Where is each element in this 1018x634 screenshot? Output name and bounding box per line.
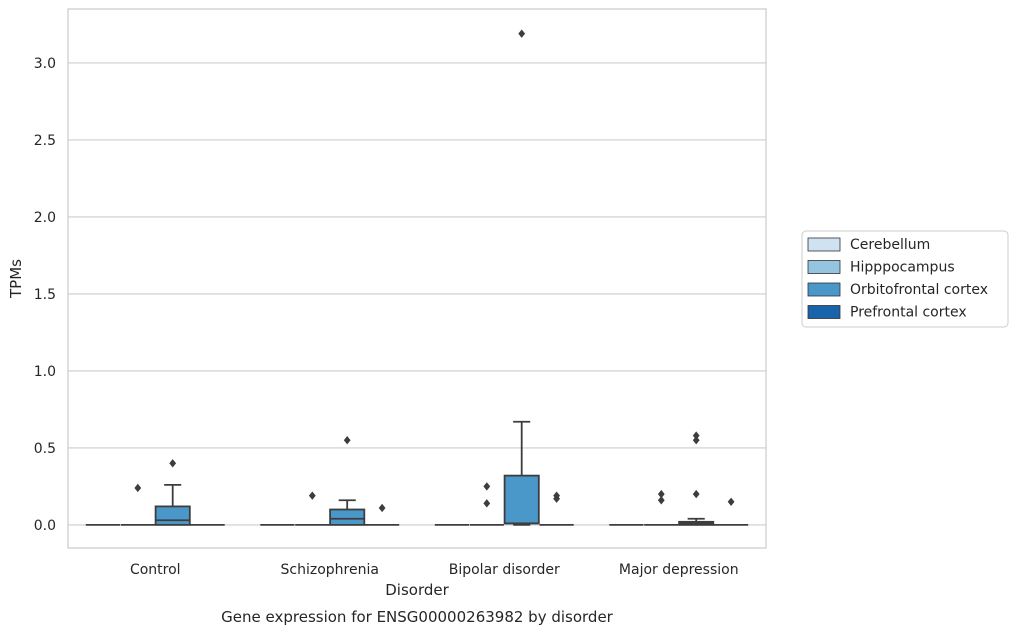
- outlier-point: [483, 499, 491, 508]
- y-tick-label: 3.0: [34, 56, 56, 72]
- box-orbitofrontal-cortex: [503, 29, 540, 526]
- chart-caption: Gene expression for ENSG00000263982 by d…: [221, 608, 614, 626]
- x-tick-label: Bipolar disorder: [449, 562, 560, 578]
- x-tick-label: Control: [130, 562, 181, 578]
- legend-swatch: [807, 260, 841, 274]
- outlier-point: [343, 436, 351, 445]
- iqr-box: [503, 474, 540, 525]
- x-tick-label: Major depression: [619, 562, 739, 578]
- legend-label: Hipppocampus: [850, 260, 955, 276]
- y-tick-label: 0.0: [34, 518, 56, 534]
- x-axis-title: Disorder: [385, 581, 449, 599]
- outlier-point: [553, 491, 560, 500]
- legend-swatch: [807, 305, 841, 319]
- outlier-point: [169, 459, 177, 468]
- box-hipppocampus: [295, 491, 330, 526]
- y-tick-label: 2.0: [34, 210, 56, 226]
- y-tick-label: 1.0: [34, 364, 56, 380]
- outlier-point: [657, 496, 665, 505]
- iqr-box: [329, 508, 366, 526]
- outlier-point: [518, 29, 526, 38]
- legend: Cerebellum Hipppocampus Orbitofrontal cort…: [801, 230, 1009, 328]
- outlier-point: [692, 489, 700, 499]
- iqr-box: [154, 505, 191, 526]
- box-hipppocampus: [120, 483, 155, 526]
- legend-swatch: [807, 237, 841, 252]
- legend-label: Cerebellum: [850, 237, 930, 253]
- y-tick-labels: 0.0 0.5 1.0 1.5 2.0 2.5 3.0: [34, 56, 56, 534]
- box-orbitofrontal-cortex: [678, 431, 715, 526]
- plot-frame: [67, 8, 767, 549]
- legend-label: Orbitofrontal cortex: [850, 282, 988, 298]
- outlier-point: [134, 483, 142, 493]
- box-orbitofrontal-cortex: [329, 436, 366, 526]
- outlier-point: [483, 482, 491, 491]
- box-prefrontal-cortex: [713, 497, 749, 526]
- box-plots: [85, 29, 749, 526]
- y-tick-label: 1.5: [34, 287, 56, 303]
- outlier-point: [378, 503, 386, 513]
- x-tick-labels: Control Schizophrenia Bipolar disorder Majo…: [130, 562, 739, 578]
- outlier-point: [727, 497, 735, 506]
- legend-swatch: [807, 282, 841, 297]
- box-hipppocampus: [469, 482, 504, 526]
- x-tick-label: Schizophrenia: [281, 562, 379, 578]
- legend-box: [801, 230, 1009, 328]
- box-prefrontal-cortex: [364, 503, 400, 526]
- box-orbitofrontal-cortex: [154, 459, 191, 526]
- outlier-point: [692, 436, 700, 445]
- y-tick-label: 0.5: [34, 441, 56, 457]
- legend-label: Prefrontal cortex: [850, 305, 967, 321]
- outlier-point: [657, 489, 665, 499]
- y-tick-label: 2.5: [34, 133, 56, 149]
- outlier-point: [308, 491, 316, 500]
- y-axis-title: TPMs: [7, 259, 25, 299]
- box-prefrontal-cortex: [539, 491, 574, 526]
- outlier-point: [692, 431, 700, 440]
- box-hipppocampus: [644, 489, 679, 526]
